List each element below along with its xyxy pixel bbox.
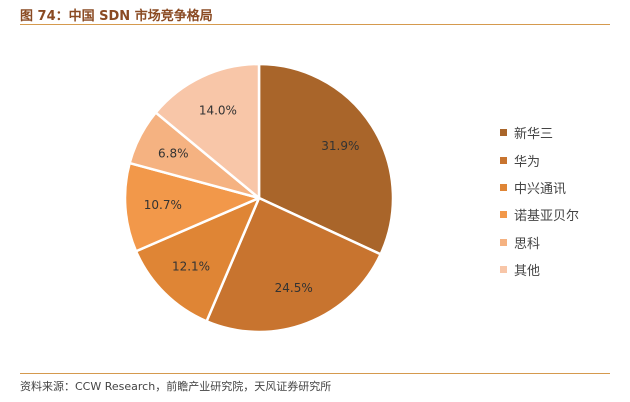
legend-label: 新华三 xyxy=(514,127,554,143)
source-note: 资料来源：CCW Research，前瞻产业研究院，天风证券研究所 xyxy=(20,380,332,393)
figure-title: 图 74：中国 SDN 市场竞争格局 xyxy=(20,9,213,24)
legend-item: 新华三 xyxy=(500,119,579,146)
legend-label: 诺基亚贝尔 xyxy=(514,209,580,225)
pie-slices xyxy=(123,62,395,334)
legend-swatch xyxy=(500,156,507,164)
legend-label: 华为 xyxy=(514,154,541,170)
legend-label: 中兴通讯 xyxy=(514,181,567,197)
legend-swatch xyxy=(500,129,507,137)
legend-swatch xyxy=(500,211,507,219)
slice-data-label: 12.1% xyxy=(172,259,210,273)
slice-data-label: 24.5% xyxy=(275,281,313,295)
title-divider xyxy=(20,24,610,25)
legend-label: 思科 xyxy=(514,236,541,252)
pie-slice-2 xyxy=(134,196,261,323)
legend-item: 其他 xyxy=(500,256,579,283)
slice-data-label: 10.7% xyxy=(144,198,182,212)
source-divider xyxy=(20,373,610,374)
legend-item: 中兴通讯 xyxy=(500,174,579,201)
pie-data-labels: 31.9% 24.5% 12.1% 10.7% 6.8% 14.0% xyxy=(144,104,360,295)
chart-legend: 新华三华为中兴通讯诺基亚贝尔思科其他 xyxy=(500,119,579,283)
pie-slice-1 xyxy=(205,196,382,334)
pie-slice-3 xyxy=(123,161,261,253)
legend-item: 思科 xyxy=(500,229,579,256)
pie-slice-0 xyxy=(257,62,395,256)
legend-swatch xyxy=(500,238,507,246)
slice-data-label: 6.8% xyxy=(158,147,189,161)
pie-slice-5 xyxy=(154,62,261,200)
legend-item: 诺基亚贝尔 xyxy=(500,201,579,228)
legend-swatch xyxy=(500,183,507,191)
legend-label: 其他 xyxy=(514,264,541,280)
slice-data-label: 14.0% xyxy=(199,104,237,118)
slice-data-label: 31.9% xyxy=(321,139,359,153)
legend-swatch xyxy=(500,266,507,274)
legend-item: 华为 xyxy=(500,146,579,173)
